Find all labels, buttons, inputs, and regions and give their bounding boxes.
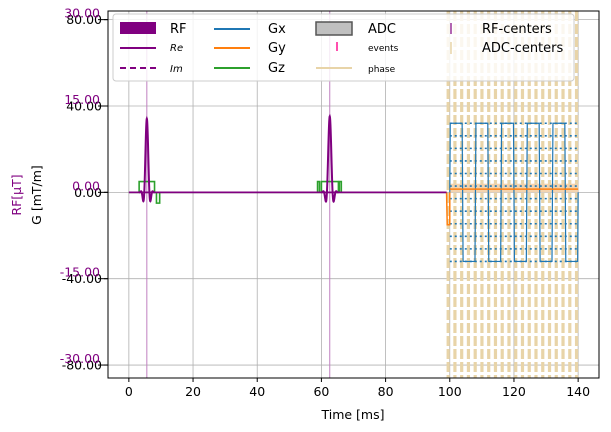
gz-pulse — [155, 192, 161, 204]
x-tick-label: 80 — [378, 384, 394, 399]
x-tick-label: 20 — [185, 384, 201, 399]
legend-im-label: Im — [170, 64, 183, 75]
g-tick-label: 0.00 — [74, 185, 102, 200]
legend-phase-label: phase — [368, 65, 396, 75]
legend-adc-label: ADC — [368, 22, 396, 37]
x-tick-label: 120 — [502, 384, 526, 399]
x-tick-label: 40 — [249, 384, 265, 399]
legend-gz-label: Gz — [268, 61, 285, 76]
legend-rf-label: RF — [170, 22, 187, 37]
legend-re-label: Re — [170, 43, 183, 54]
g-tick-label: 80.00 — [66, 12, 102, 27]
gz-pulse — [320, 180, 340, 193]
x-tick-label: 0 — [125, 384, 133, 399]
g-tick-label: 40.00 — [66, 98, 102, 113]
rf-axis-label: RF[μT] — [9, 174, 24, 215]
axes-frame — [107, 10, 600, 379]
rf-pulse-trace — [139, 115, 155, 203]
gy-layer — [445, 192, 451, 226]
x-axis-label: Time [ms] — [320, 407, 384, 422]
x-tick-label: 100 — [438, 384, 462, 399]
readout-layer — [449, 122, 579, 263]
g-tick-label: -80.00 — [62, 358, 102, 373]
legend-gx-label: Gx — [268, 22, 286, 37]
legend-adc-swatch — [315, 21, 353, 36]
x-axis-ticks: 0 20 40 60 80 100 120 140 — [125, 378, 590, 399]
gy-prephaser — [445, 192, 451, 226]
rf-layer — [128, 113, 447, 203]
rf-tick-label: -30.00 — [60, 351, 100, 366]
gz-pulse — [138, 180, 156, 193]
gz-pulse — [316, 180, 321, 193]
legend: RF Re Im Gx Gy Gz ADC events phase RF-ce… — [112, 13, 575, 82]
x-tick-label: 60 — [313, 384, 329, 399]
legend-box — [112, 13, 575, 82]
legend-rf-centers-label: RF-centers — [482, 22, 552, 37]
legend-events-label: events — [368, 44, 399, 54]
rf-tick-label: 0.00 — [72, 178, 100, 193]
legend-gy-label: Gy — [268, 41, 286, 56]
x-tick-label: 140 — [566, 384, 590, 399]
g-tick-label: -40.00 — [62, 271, 102, 286]
rf-tick-label: -15.00 — [60, 265, 100, 280]
rf-pulse-trace — [321, 113, 339, 203]
rf-tick-label: 30.00 — [64, 6, 100, 21]
g-axis-ticks: -80.00 -40.00 0.00 40.00 80.00 — [62, 12, 108, 373]
rf-tick-label: 15.00 — [64, 92, 100, 107]
rf-axis-ticks: -30.00 -15.00 0.00 15.00 30.00 — [60, 6, 108, 366]
legend-adc-centers-label: ADC-centers — [482, 41, 563, 56]
legend-rf-swatch — [120, 22, 156, 34]
gz-pulse — [338, 180, 343, 193]
g-axis-label: G [mT/m] — [29, 165, 44, 225]
